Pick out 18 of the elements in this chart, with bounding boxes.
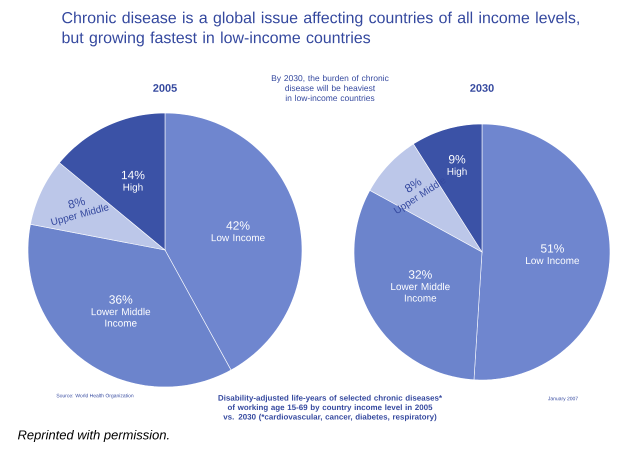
data-label: 32% <box>408 270 432 279</box>
slice-label: Lower Middle Income <box>391 282 450 302</box>
slice-label: High <box>448 168 467 177</box>
slice-label: Low Income <box>526 257 580 264</box>
data-label: 14% <box>122 170 144 180</box>
chart-title: 2005 <box>153 84 177 92</box>
data-label: 9% <box>448 155 466 164</box>
text: Chronic disease is a global issue affecting countries of all income levels, but growing fastest in low-income countries <box>62 12 579 46</box>
slice-label: High <box>124 183 143 193</box>
data-label: 42% <box>226 221 250 230</box>
slice-label: Low Income <box>212 234 265 242</box>
text: Reprinted with permission. <box>18 430 169 442</box>
chart-title: 2030 <box>470 84 494 92</box>
data-label: 36% <box>109 295 132 304</box>
slice-label: Lower Middle Income <box>92 308 150 327</box>
text: By 2030, the burden of chronic disease will be heaviest in low-income countries <box>272 74 389 102</box>
data-label: 51% <box>540 244 564 253</box>
data-label: 8% <box>404 178 422 192</box>
